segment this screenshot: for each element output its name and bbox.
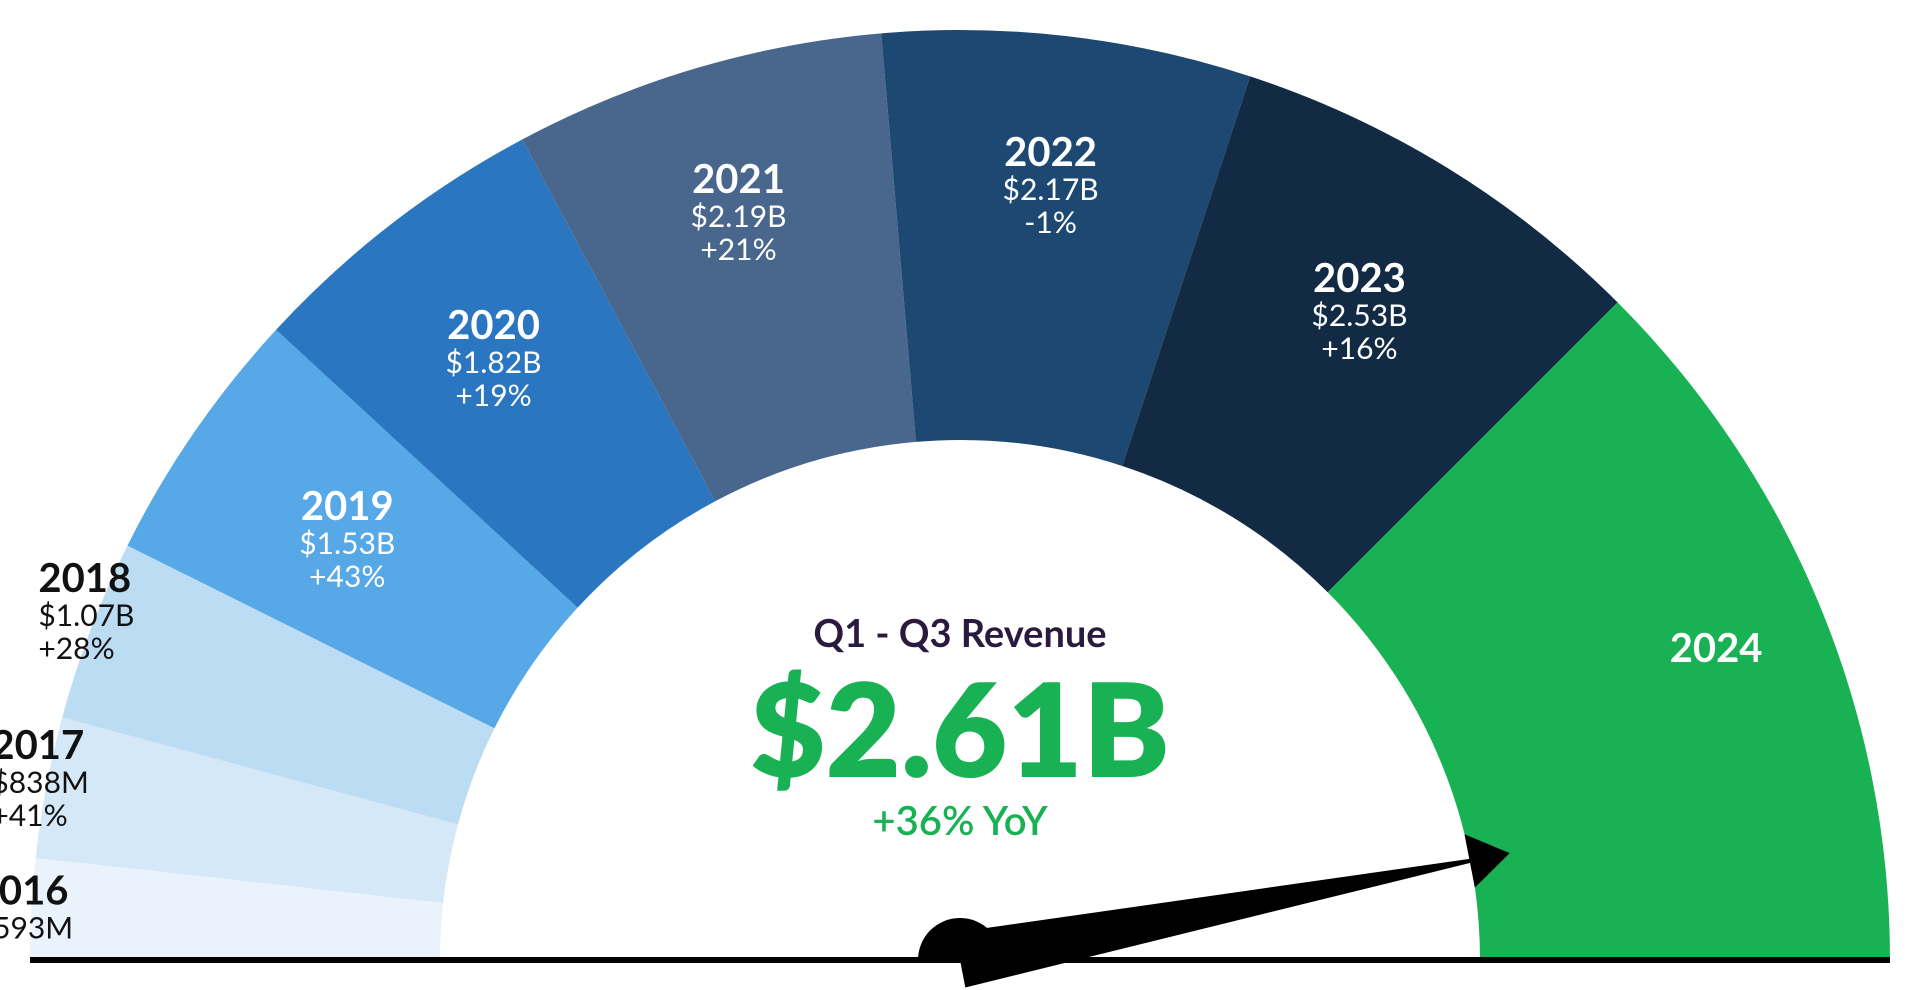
slice-delta: +43% [299,560,395,593]
slice-value: $593M [0,911,73,944]
slice-delta: +21% [690,233,786,266]
needle-hub [918,918,1002,960]
slice-value: $838M [0,766,89,799]
slice-label-2019: 2019$1.53B+43% [299,483,395,593]
slice-year: 2017 [0,722,89,766]
slice-label-2022: 2022$2.17B-1% [1003,129,1099,239]
slice-delta: +19% [445,379,541,412]
slice-year: 2024 [1670,625,1763,669]
slice-value: $1.82B [445,346,541,379]
slice-year: 2023 [1311,255,1407,299]
slice-label-2018: 2018$1.07B+28% [38,555,134,665]
slice-value: $2.17B [1003,173,1099,206]
slice-value: $2.19B [690,200,786,233]
slice-value: $1.53B [299,527,395,560]
slice-year: 2019 [299,483,395,527]
slice-year: 2018 [38,555,134,599]
slice-value: $1.07B [38,599,134,632]
slice-delta: +28% [38,632,134,665]
slice-year: 2016 [0,867,73,911]
slice-label-2017: 2017$838M+41% [0,722,89,832]
slice-label-2023: 2023$2.53B+16% [1311,255,1407,365]
slice-label-2020: 2020$1.82B+19% [445,302,541,412]
slice-label-2021: 2021$2.19B+21% [690,156,786,266]
slice-delta: -1% [1003,206,1099,239]
center-summary: Q1 - Q3 Revenue $2.61B +36% YoY [750,610,1170,844]
slice-delta: +16% [1311,332,1407,365]
slice-delta: +41% [0,799,89,832]
slice-year: 2021 [690,156,786,200]
slice-label-2024: 2024 [1670,625,1763,669]
gauge-chart: 2016$593M 2017$838M+41% 2018$1.07B+28% 2019… [0,0,1915,990]
slice-year: 2020 [445,302,541,346]
center-value: $2.61B [750,662,1170,792]
slice-year: 2022 [1003,129,1099,173]
slice-label-2016: 2016$593M [0,867,73,944]
slice-value: $2.53B [1311,299,1407,332]
gauge-needle [955,853,1510,987]
